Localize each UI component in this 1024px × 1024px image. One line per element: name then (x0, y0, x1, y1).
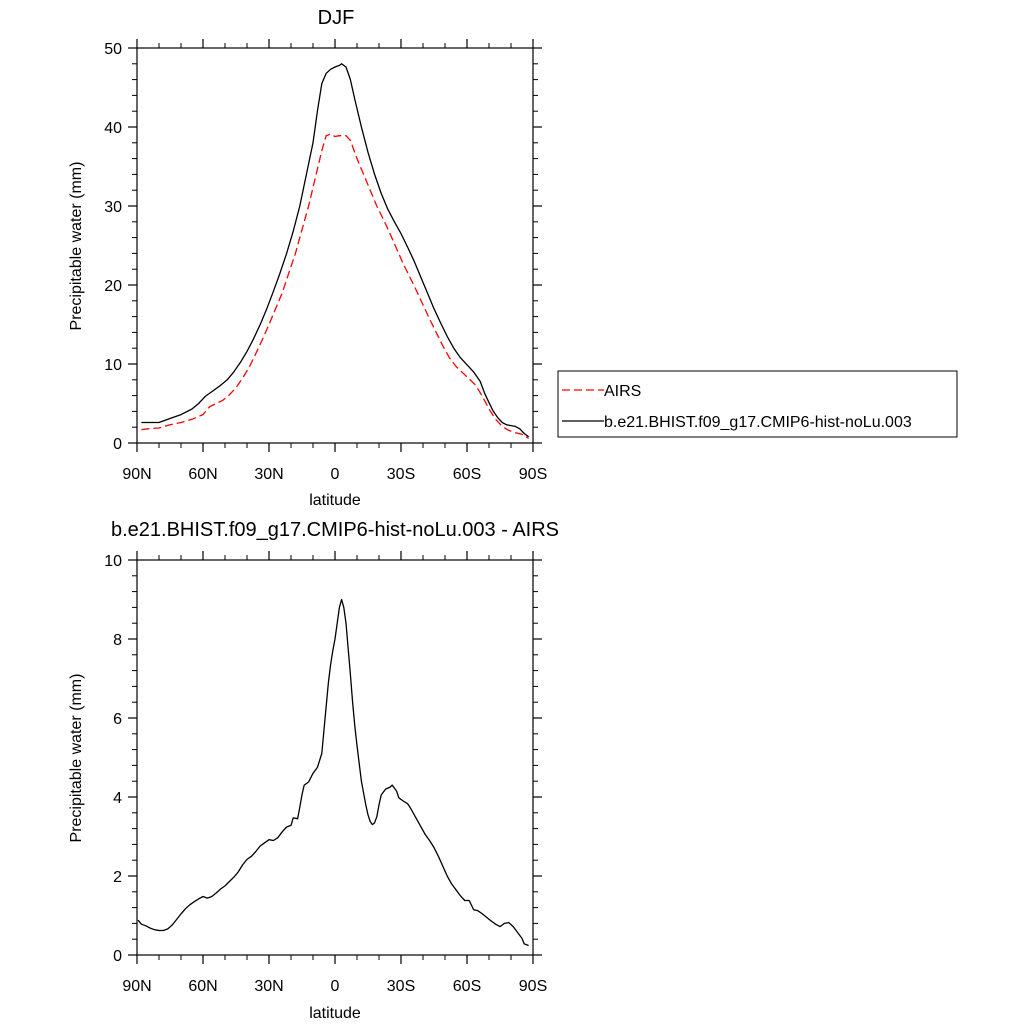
series-line-model (141, 63, 529, 438)
y-tick-label: 30 (104, 199, 122, 216)
x-tick-label: 90N (122, 466, 151, 483)
x-tick-label: 90S (519, 978, 547, 995)
y-tick-label: 8 (113, 632, 122, 649)
x-axis-ticks (136, 39, 534, 452)
x-tick-label: 30S (387, 466, 415, 483)
y-tick-label: 2 (113, 869, 122, 886)
legend: AIRS b.e21.BHIST.f09_g17.CMIP6-hist-noLu… (557, 370, 958, 438)
x-axis-label: latitude (309, 1005, 361, 1022)
series-line-airs (141, 133, 529, 439)
series-line-model (137, 598, 529, 947)
y-axis-ticks (128, 47, 542, 444)
y-axis-label: Precipitable water (mm) (68, 674, 85, 843)
x-axis-tick-labels: 90N 60N 30N 0 30S 60S 90S (122, 466, 547, 483)
x-tick-label: 60N (188, 466, 217, 483)
legend-label-airs: AIRS (604, 383, 641, 400)
y-tick-label: 10 (104, 357, 122, 374)
y-tick-label: 20 (104, 278, 122, 295)
chart-title: DJF (318, 7, 355, 29)
x-tick-label: 30N (254, 978, 283, 995)
y-axis-tick-labels: 0 10 20 30 40 50 (104, 41, 122, 453)
x-tick-label: 60S (453, 466, 481, 483)
x-tick-label: 0 (331, 466, 340, 483)
x-tick-label: 60N (188, 978, 217, 995)
y-tick-label: 0 (113, 436, 122, 453)
x-axis-ticks (136, 551, 534, 964)
x-tick-label: 30S (387, 978, 415, 995)
plot-frame (136, 559, 534, 956)
y-tick-label: 40 (104, 120, 122, 137)
plot-frame (136, 47, 534, 444)
x-tick-label: 0 (331, 978, 340, 995)
x-tick-label: 60S (453, 978, 481, 995)
y-axis-ticks (128, 559, 542, 956)
chart-djf: DJF 0 10 20 30 40 50 90N 60N 30N 0 30S 60S 90S lati… (68, 7, 958, 509)
series-lines (141, 63, 529, 439)
x-tick-label: 90N (122, 978, 151, 995)
legend-box (557, 370, 958, 438)
y-axis-tick-labels: 0 2 4 6 8 10 (104, 553, 122, 965)
y-axis-label: Precipitable water (mm) (68, 162, 85, 331)
y-tick-label: 50 (104, 41, 122, 58)
x-axis-tick-labels: 90N 60N 30N 0 30S 60S 90S (122, 978, 547, 995)
series-lines (137, 598, 529, 947)
x-axis-label: latitude (309, 492, 361, 509)
legend-label-model: b.e21.BHIST.f09_g17.CMIP6-hist-noLu.003 (604, 414, 912, 431)
y-tick-label: 0 (113, 948, 122, 965)
y-tick-label: 6 (113, 711, 122, 728)
chart-difference: b.e21.BHIST.f09_g17.CMIP6-hist-noLu.003 … (68, 519, 559, 1022)
x-tick-label: 30N (254, 466, 283, 483)
y-tick-label: 10 (104, 553, 122, 570)
chart-title: b.e21.BHIST.f09_g17.CMIP6-hist-noLu.003 … (111, 519, 559, 541)
y-tick-label: 4 (113, 790, 122, 807)
x-tick-label: 90S (519, 466, 547, 483)
